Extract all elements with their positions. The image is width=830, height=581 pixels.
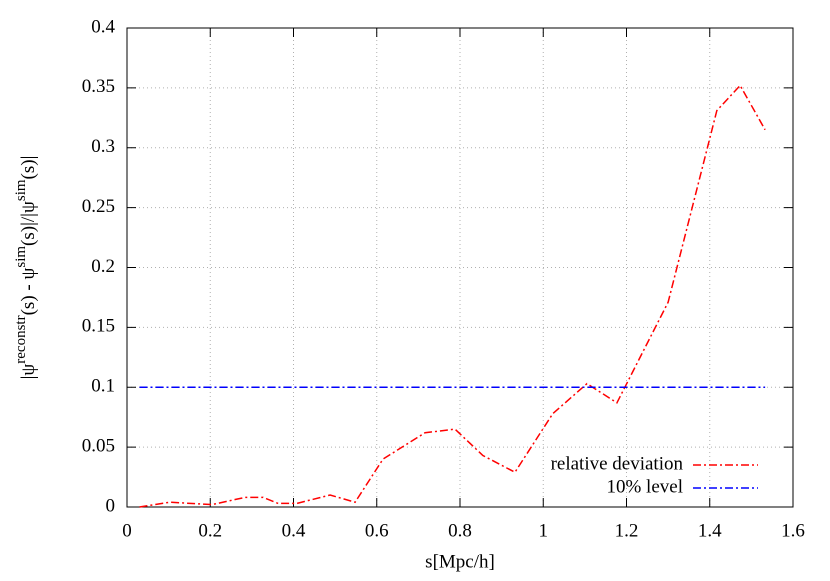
x-tick-label: 1.4: [698, 520, 722, 541]
x-tick-label: 0.4: [282, 520, 306, 541]
x-tick-label: 0.2: [198, 520, 222, 541]
legend-label: relative deviation: [551, 453, 684, 474]
x-tick-label: 1.6: [781, 520, 805, 541]
x-axis-label: s[Mpc/h]: [425, 551, 495, 572]
y-axis-label-part: (s)|/|ψ: [18, 201, 39, 246]
y-axis-label-part: (s) - ψ: [18, 268, 39, 316]
x-tick-label: 1: [539, 520, 549, 541]
plot-frame: [126, 27, 794, 508]
y-axis-label-part: reconstr: [13, 315, 29, 363]
y-tick-label: 0.2: [91, 256, 115, 277]
y-tick-label: 0.4: [91, 16, 115, 37]
y-axis-label-part: (s)|: [18, 156, 39, 180]
y-axis-label-part: sim: [13, 179, 29, 201]
x-tick-label: 0: [122, 520, 132, 541]
y-axis-label-part: sim: [13, 246, 29, 268]
y-axis-label-part: |ψ: [18, 364, 39, 380]
y-tick-label: 0.1: [91, 376, 115, 397]
data-line: [139, 84, 766, 508]
legend-label: 10% level: [606, 476, 683, 497]
y-tick-label: 0.05: [82, 435, 115, 456]
y-tick-label: 0.35: [82, 76, 115, 97]
x-tick-label: 1.2: [615, 520, 639, 541]
y-tick-label: 0.3: [91, 136, 115, 157]
y-tick-label: 0.25: [82, 196, 115, 217]
y-axis-label: |ψreconstr(s) - ψsim(s)|/|ψsim(s)|: [13, 156, 39, 380]
y-tick-label: 0.15: [82, 316, 115, 337]
x-tick-label: 0.8: [448, 520, 472, 541]
x-tick-label: 0.6: [365, 520, 389, 541]
y-tick-label: 0: [106, 495, 116, 516]
